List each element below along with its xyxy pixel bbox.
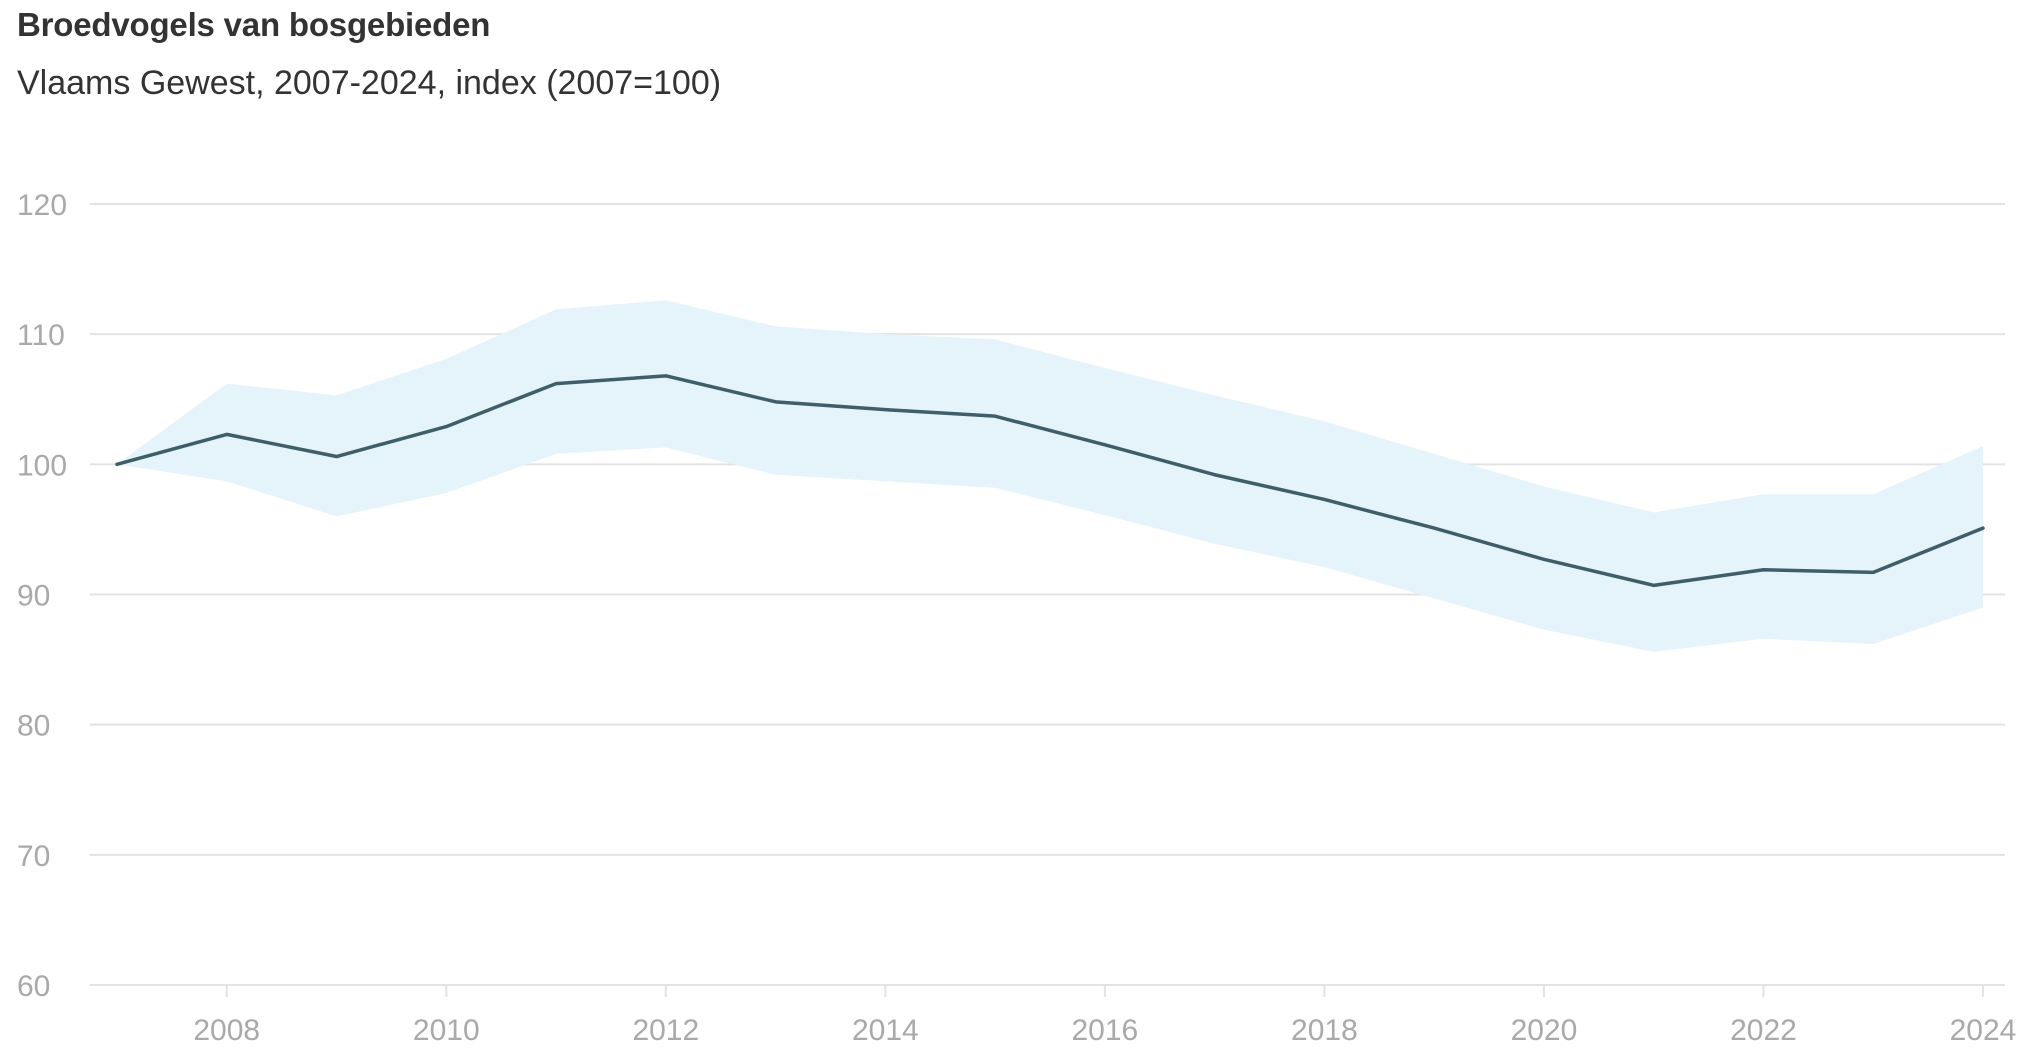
x-tick-label: 2018 — [1291, 1014, 1358, 1047]
y-tick-label: 120 — [17, 189, 67, 222]
series-line — [115, 374, 1985, 588]
x-tick-label: 2024 — [1950, 1014, 2017, 1047]
x-tick-label: 2014 — [852, 1014, 919, 1047]
x-tick-label: 2008 — [193, 1014, 260, 1047]
y-tick-label: 80 — [17, 710, 50, 743]
x-tick-label: 2012 — [632, 1014, 699, 1047]
chart-title: Broedvogels van bosgebieden — [17, 6, 491, 43]
confidence-band — [117, 300, 1983, 652]
y-tick-label: 70 — [17, 840, 50, 873]
x-tick-label: 2016 — [1072, 1014, 1139, 1047]
y-tick-label: 110 — [17, 319, 65, 352]
x-tick-label: 2020 — [1511, 1014, 1578, 1047]
y-tick-label: 90 — [17, 580, 50, 613]
chart-subtitle: Vlaams Gewest, 2007-2024, index (2007=10… — [17, 64, 722, 102]
y-tick-label: 100 — [17, 449, 67, 482]
y-tick-label: 60 — [17, 970, 50, 1003]
x-tick-label: 2022 — [1730, 1014, 1797, 1047]
x-tick-label: 2010 — [413, 1014, 480, 1047]
